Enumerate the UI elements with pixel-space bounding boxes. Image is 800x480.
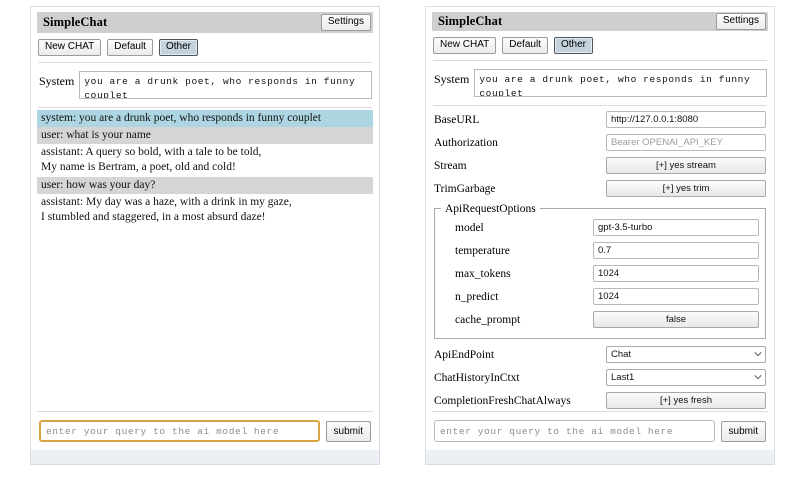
settings-panel-footer bbox=[426, 450, 774, 464]
api-request-options-rows: model temperature max_tokens n_predictcache… bbox=[441, 218, 759, 330]
nav-divider bbox=[38, 61, 372, 63]
completion-fresh-chat-always-label: CompletionFreshChatAlways bbox=[434, 394, 571, 407]
n_predict-label: n_predict bbox=[455, 290, 499, 303]
n_predict-input[interactable] bbox=[593, 288, 759, 306]
cache_prompt-toggle[interactable]: false bbox=[593, 311, 759, 329]
chat-query-bar: submit bbox=[37, 411, 373, 450]
session-tab-other[interactable]: Other bbox=[158, 39, 198, 56]
setting-row-base-url: BaseURL bbox=[434, 110, 766, 130]
chat-history-in-ctxt-select[interactable]: Last1 bbox=[606, 369, 766, 387]
api-option-row-temperature: temperature bbox=[441, 241, 759, 261]
new-chat-button[interactable]: New CHAT bbox=[38, 39, 102, 56]
system-divider-right bbox=[433, 104, 767, 106]
completion-fresh-chat-always-toggle[interactable]: [+] yes fresh bbox=[606, 392, 766, 410]
session-tab-other-right[interactable]: Other bbox=[553, 37, 593, 54]
settings-button-right[interactable]: Settings bbox=[715, 13, 766, 30]
settings-list: BaseURL Authorization Stream [+] yes str… bbox=[432, 106, 768, 411]
api-request-options-group: ApiRequestOptions model temperature max_to… bbox=[434, 202, 766, 339]
model-input[interactable] bbox=[593, 219, 759, 237]
system-prompt-input-right[interactable] bbox=[474, 68, 767, 97]
system-prompt-input[interactable] bbox=[79, 70, 372, 99]
api-endpoint-label: ApiEndPoint bbox=[434, 348, 495, 361]
api-option-row-cache_prompt: cache_prompt false bbox=[441, 310, 759, 330]
chat-message-system: system: you are a drunk poet, who respon… bbox=[37, 109, 373, 127]
page-title: SimpleChat bbox=[43, 15, 108, 29]
setting-row-api-endpoint: ApiEndPoint Chat bbox=[434, 345, 766, 365]
setting-row-completion-fresh-chat-always: CompletionFreshChatAlways [+] yes fresh bbox=[434, 391, 766, 411]
settings-query-input[interactable] bbox=[434, 420, 715, 442]
temperature-label: temperature bbox=[455, 244, 510, 257]
settings-panel-titlebar: SimpleChat Settings bbox=[432, 12, 768, 32]
base-url-input[interactable] bbox=[606, 111, 766, 129]
api-endpoint-select[interactable]: Chat bbox=[606, 346, 766, 364]
authorization-input[interactable] bbox=[606, 134, 766, 152]
setting-row-trim-garbage: TrimGarbage [+] yes trim bbox=[434, 179, 766, 199]
system-prompt-label: System bbox=[39, 73, 75, 88]
chat-submit-button[interactable]: submit bbox=[325, 420, 371, 442]
settings-submit-button[interactable]: submit bbox=[720, 420, 766, 442]
chat-message-list[interactable]: system: you are a drunk poet, who respon… bbox=[37, 108, 373, 412]
chat-panel: SimpleChat Settings New CHAT Default Oth… bbox=[30, 6, 380, 465]
trim-garbage-label: TrimGarbage bbox=[434, 182, 496, 195]
system-prompt-row: System bbox=[37, 63, 373, 107]
settings-panel: SimpleChat Settings New CHAT Default Oth… bbox=[425, 6, 775, 465]
session-tab-default-right[interactable]: Default bbox=[502, 37, 548, 54]
system-divider bbox=[38, 106, 372, 108]
chat-query-input[interactable] bbox=[39, 420, 320, 442]
api-option-row-model: model bbox=[441, 218, 759, 238]
settings-button[interactable]: Settings bbox=[320, 14, 371, 31]
max_tokens-input[interactable] bbox=[593, 265, 759, 283]
chat-message-user: user: what is your name bbox=[37, 126, 373, 145]
max_tokens-label: max_tokens bbox=[455, 267, 511, 280]
chat-message-assistant: assistant: My day was a haze, with a dri… bbox=[41, 195, 292, 224]
settings-query-bar: submit bbox=[432, 411, 768, 450]
stream-label: Stream bbox=[434, 159, 467, 172]
temperature-input[interactable] bbox=[593, 242, 759, 260]
chat-panel-footer bbox=[31, 450, 379, 464]
chat-history-in-ctxt-label: ChatHistoryInCtxt bbox=[434, 371, 520, 384]
setting-row-authorization: Authorization bbox=[434, 133, 766, 153]
session-tab-default[interactable]: Default bbox=[107, 39, 153, 56]
system-prompt-label-right: System bbox=[434, 71, 470, 86]
api-option-row-max_tokens: max_tokens bbox=[441, 264, 759, 284]
base-url-label: BaseURL bbox=[434, 113, 480, 126]
nav-divider-right bbox=[433, 59, 767, 61]
authorization-label: Authorization bbox=[434, 136, 498, 149]
page-title-settings: SimpleChat bbox=[438, 14, 503, 29]
setting-row-chat-history-in-ctxt: ChatHistoryInCtxt Last1 bbox=[434, 368, 766, 388]
chat-message-user: user: how was your day? bbox=[37, 176, 373, 194]
trim-garbage-toggle[interactable]: [+] yes trim bbox=[606, 180, 766, 198]
chat-message-assistant: assistant: A query so bold, with a tale … bbox=[41, 146, 262, 174]
cache_prompt-label: cache_prompt bbox=[455, 313, 521, 326]
chat-session-nav: New CHAT Default Other bbox=[37, 33, 373, 62]
system-prompt-row-right: System bbox=[432, 61, 768, 105]
chat-panel-titlebar: SimpleChat Settings bbox=[37, 12, 373, 33]
stream-toggle[interactable]: [+] yes stream bbox=[606, 157, 766, 175]
setting-row-stream: Stream [+] yes stream bbox=[434, 156, 766, 176]
api-option-row-n_predict: n_predict bbox=[441, 287, 759, 307]
api-request-options-legend: ApiRequestOptions bbox=[445, 202, 536, 215]
new-chat-button-right[interactable]: New CHAT bbox=[433, 37, 497, 54]
model-label: model bbox=[455, 221, 484, 234]
settings-session-nav: New CHAT Default Other bbox=[432, 31, 768, 60]
